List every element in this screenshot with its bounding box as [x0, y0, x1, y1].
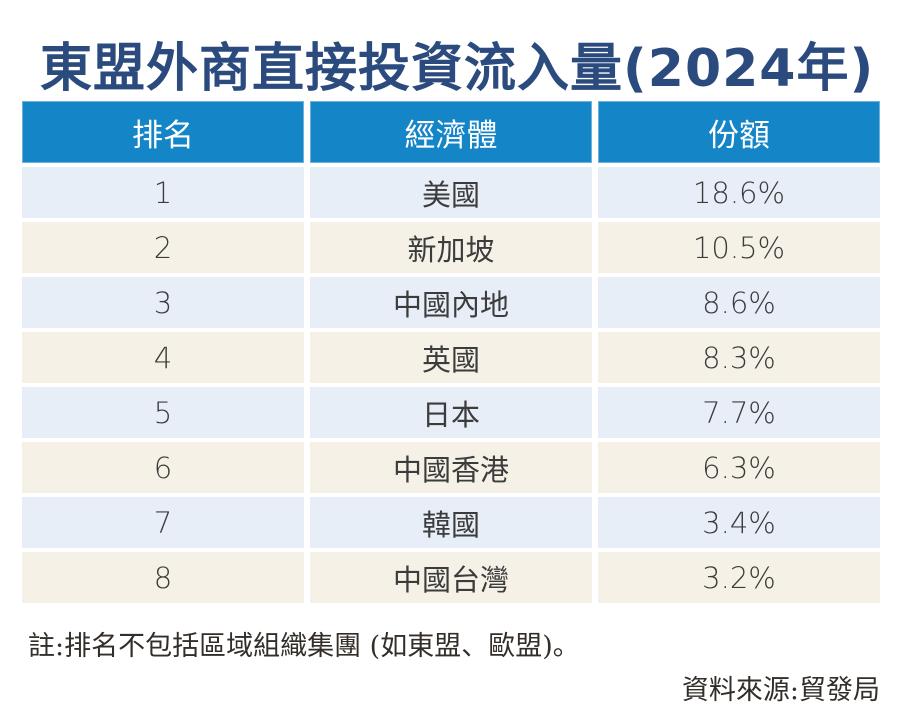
table-row: 2 新加坡 10.5%	[22, 222, 880, 273]
share-cell: 7.7%	[598, 387, 880, 438]
header-rank: 排名	[22, 101, 304, 163]
rank-cell: 6	[22, 442, 304, 493]
share-cell: 6.3%	[598, 442, 880, 493]
rank-cell: 8	[22, 552, 304, 603]
share-cell: 18.6%	[598, 167, 880, 218]
table-row: 5 日本 7.7%	[22, 387, 880, 438]
economy-cell: 美國	[310, 167, 592, 218]
table-row: 8 中國台灣 3.2%	[22, 552, 880, 603]
share-cell: 8.6%	[598, 277, 880, 328]
economy-cell: 中國台灣	[310, 552, 592, 603]
header-share: 份額	[598, 101, 880, 163]
economy-cell: 中國內地	[310, 277, 592, 328]
data-source: 資料來源:貿發局	[681, 675, 880, 706]
header-economy: 經濟體	[310, 101, 592, 163]
footnote: 註:排名不包括區域組織集團 (如東盟、歐盟)。	[28, 631, 580, 662]
share-cell: 3.4%	[598, 497, 880, 548]
rank-cell: 3	[22, 277, 304, 328]
table-row: 6 中國香港 6.3%	[22, 442, 880, 493]
rank-cell: 7	[22, 497, 304, 548]
share-cell: 10.5%	[598, 222, 880, 273]
rank-cell: 2	[22, 222, 304, 273]
page-title: 東盟外商直接投資流入量(2024年)	[40, 39, 875, 99]
fdi-table: 排名 經濟體 份額 1 美國 18.6% 2 新加坡 10.5% 3 中國內地 …	[22, 101, 880, 607]
share-cell: 8.3%	[598, 332, 880, 383]
rank-cell: 4	[22, 332, 304, 383]
table-row: 3 中國內地 8.6%	[22, 277, 880, 328]
rank-cell: 1	[22, 167, 304, 218]
economy-cell: 中國香港	[310, 442, 592, 493]
economy-cell: 新加坡	[310, 222, 592, 273]
table-row: 1 美國 18.6%	[22, 167, 880, 218]
table-row: 7 韓國 3.4%	[22, 497, 880, 548]
economy-cell: 日本	[310, 387, 592, 438]
rank-cell: 5	[22, 387, 304, 438]
economy-cell: 韓國	[310, 497, 592, 548]
table-row: 4 英國 8.3%	[22, 332, 880, 383]
economy-cell: 英國	[310, 332, 592, 383]
table-header-row: 排名 經濟體 份額	[22, 101, 880, 163]
share-cell: 3.2%	[598, 552, 880, 603]
